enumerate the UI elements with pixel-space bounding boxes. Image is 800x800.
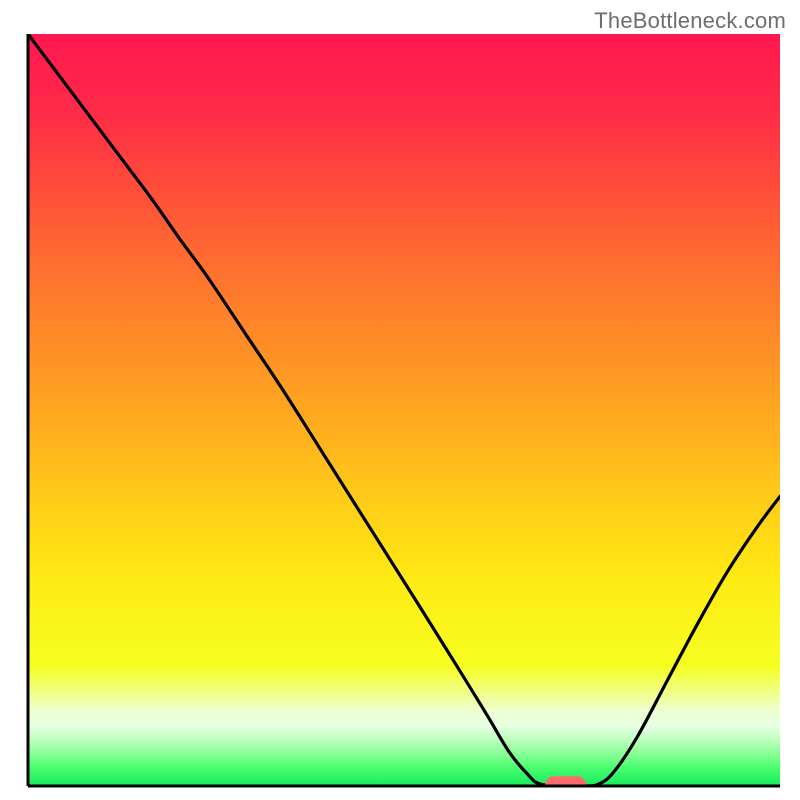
watermark-text: TheBottleneck.com [594, 8, 786, 34]
plot-background [28, 34, 780, 786]
bottleneck-curve-chart [0, 0, 800, 800]
